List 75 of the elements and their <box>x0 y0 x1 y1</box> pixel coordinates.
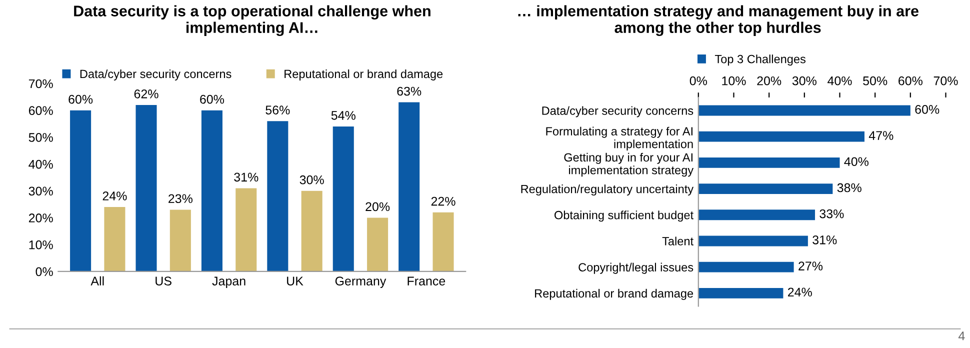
bar <box>267 121 288 272</box>
y-tick-label: Data/cyber security concerns <box>542 106 694 118</box>
data-label: 47% <box>868 131 894 140</box>
data-label: 33% <box>820 209 844 218</box>
data-label: 38% <box>837 183 862 192</box>
y-tick-label: Getting buy in for your AI implementation strategy <box>564 152 694 177</box>
legend-label: Top 3 Challenges <box>714 54 806 66</box>
y-tick-label: 0% <box>36 267 53 276</box>
data-label: 24% <box>788 288 812 296</box>
data-label: 27% <box>798 262 823 270</box>
bar <box>698 210 816 220</box>
bar <box>432 212 454 272</box>
data-label: 63% <box>397 86 422 96</box>
x-tick-label: Germany <box>335 276 386 288</box>
y-tick-label: 10% <box>29 240 53 250</box>
data-label: 54% <box>331 111 356 120</box>
y-tick-label: 30% <box>28 186 53 196</box>
bar <box>170 210 191 272</box>
bar <box>301 190 322 272</box>
x-tick-label: 60% <box>898 76 922 86</box>
text: 4 <box>958 332 965 340</box>
bar <box>698 131 864 142</box>
data-label: 31% <box>234 172 258 182</box>
bar <box>698 262 794 272</box>
y-tick-label: Reputational or brand damage <box>535 288 694 300</box>
y-tick-label: 20% <box>28 214 53 222</box>
y-tick-label: Obtaining sufficient budget <box>554 210 694 222</box>
bar <box>698 184 833 194</box>
chart-title: … implementation strategy and management buy in are among the other top hurdles <box>518 5 918 36</box>
bar <box>367 218 388 272</box>
y-tick-label: Regulation/regulatory uncertainty <box>521 184 694 196</box>
data-label: 60% <box>200 94 224 104</box>
bar <box>332 126 354 272</box>
x-tick-label: All <box>90 276 104 286</box>
data-label: 24% <box>102 192 127 200</box>
x-tick-label: 40% <box>828 76 852 86</box>
bar <box>70 110 92 272</box>
data-label: 31% <box>812 235 837 244</box>
y-tick-label: 40% <box>28 160 53 169</box>
data-label: 56% <box>266 106 290 114</box>
y-tick-label: 50% <box>28 133 53 142</box>
bar <box>698 105 910 116</box>
x-tick-label: 20% <box>757 76 782 86</box>
x-tick-label: Japan <box>212 276 246 288</box>
data-label: 40% <box>844 157 868 166</box>
data-label: 62% <box>134 90 158 98</box>
y-tick-label: Formulating a strategy for AI implementation <box>546 126 693 151</box>
x-tick-label: 10% <box>722 76 746 86</box>
bar <box>104 207 126 272</box>
x-tick-label: 0% <box>690 76 707 86</box>
x-tick-label: 30% <box>792 76 816 86</box>
x-tick-label: UK <box>287 276 304 286</box>
bar <box>201 110 222 272</box>
x-tick-label: France <box>408 276 446 286</box>
bar <box>698 236 808 246</box>
bar <box>136 104 157 272</box>
bar <box>398 102 420 272</box>
data-label: 60% <box>915 104 940 114</box>
y-tick-label: 60% <box>28 106 53 116</box>
x-tick-label: 50% <box>863 76 888 86</box>
data-label: 60% <box>68 94 93 104</box>
data-label: 20% <box>366 202 390 212</box>
bar <box>698 288 784 298</box>
x-tick-label: US <box>156 276 172 286</box>
chart-title: Data security is a top operational challenge when implementing AI… <box>74 5 430 36</box>
y-tick-label: Copyright/legal issues <box>578 262 694 274</box>
legend-label: Data/cyber security concerns <box>80 69 232 80</box>
legend-label: Reputational or brand damage <box>284 69 443 80</box>
data-label: 23% <box>168 194 192 204</box>
y-tick-label: Talent <box>662 236 694 246</box>
data-label: 22% <box>431 196 456 206</box>
x-tick-label: 70% <box>934 76 958 86</box>
bar <box>698 157 840 168</box>
bar <box>236 188 257 272</box>
data-label: 30% <box>300 175 324 184</box>
